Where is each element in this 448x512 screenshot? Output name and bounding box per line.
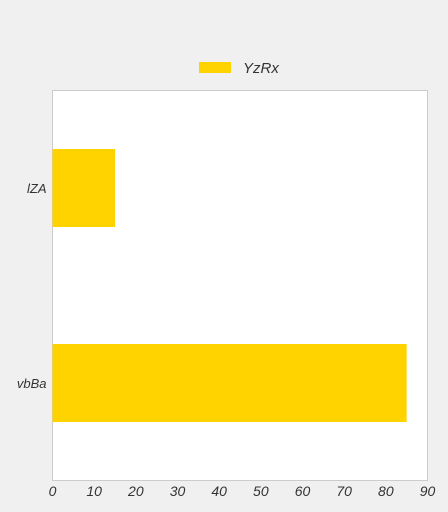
y-tick-label: vbBa [17,376,47,391]
legend-label-yzrx: YzRx [243,60,279,77]
legend[interactable]: YzRx [199,60,279,77]
x-tick-label: 90 [420,483,436,499]
y-tick-label: lZA [27,181,47,196]
x-axis-ticks: 0 10 20 30 40 50 60 70 80 90 [49,483,436,499]
x-tick-label: 70 [336,483,352,499]
x-tick-label: 10 [86,483,102,499]
x-tick-label: 50 [253,483,269,499]
x-tick-label: 40 [211,483,227,499]
x-tick-label: 30 [170,483,186,499]
bar-lza[interactable] [52,149,116,227]
bar-vbba[interactable] [52,344,407,422]
legend-swatch [199,62,231,73]
x-tick-label: 80 [378,483,394,499]
x-tick-label: 60 [295,483,311,499]
x-tick-label: 20 [127,483,144,499]
bars-group [52,149,407,422]
y-axis-labels: lZA vbBa [17,181,47,391]
x-tick-label: 0 [49,483,57,499]
